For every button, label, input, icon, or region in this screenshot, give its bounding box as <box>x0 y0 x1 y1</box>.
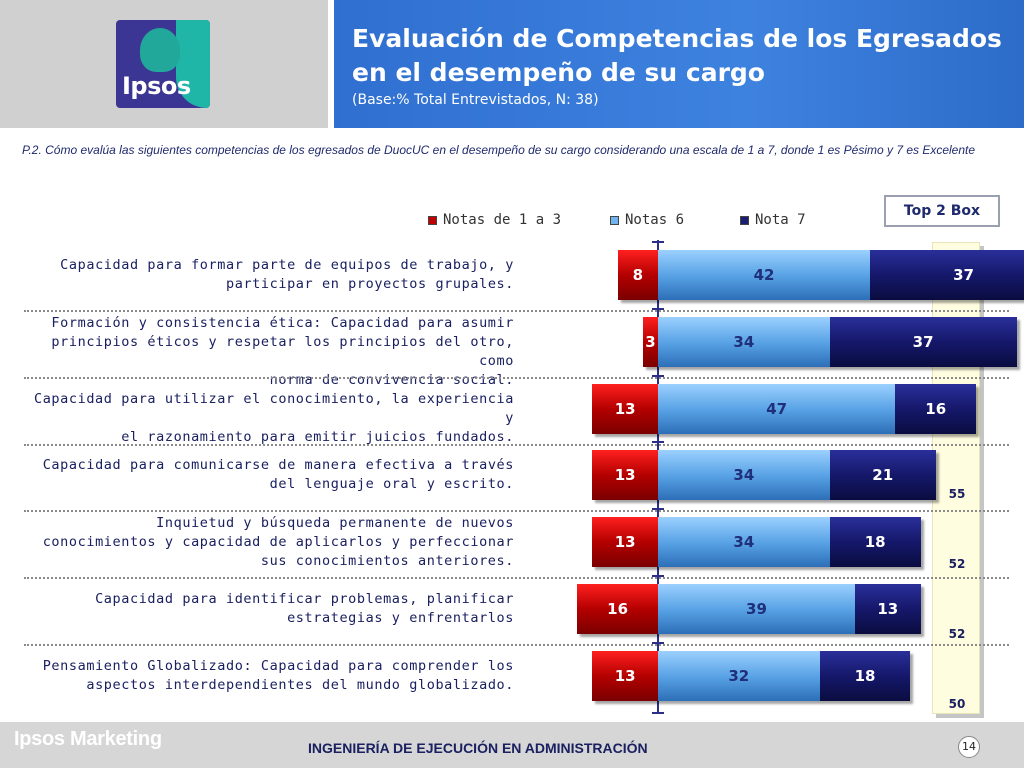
category-label-line: Inquietud y búsqueda permanente de nuevo… <box>156 514 514 531</box>
category-label-line: Capacidad para formar parte de equipos d… <box>60 257 514 273</box>
category-label: Capacidad para identificar problemas, pl… <box>30 590 514 628</box>
category-label-line: aspectos interdependientes del mundo glo… <box>86 677 514 693</box>
category-label-line: estrategias y enfrentarlos <box>287 610 514 626</box>
row-separator <box>24 644 1009 646</box>
logo-head-icon <box>140 28 180 72</box>
row-separator <box>24 444 1009 446</box>
page-number: 14 <box>958 736 980 758</box>
top2box-header: Top 2 Box <box>884 195 1000 227</box>
bar-segment-seven: 18 <box>819 651 911 701</box>
row-separator <box>24 310 1009 312</box>
axis-tick <box>652 575 664 577</box>
bar-segment-low: 13 <box>592 651 658 701</box>
legend-label: Nota 7 <box>755 212 806 228</box>
legend-label: Notas 6 <box>625 212 685 228</box>
legend-swatch <box>610 215 619 225</box>
category-label: Formación y consistencia ética: Capacida… <box>30 314 514 390</box>
bar-segment-seven: 21 <box>829 450 936 500</box>
bar-segment-six: 34 <box>657 450 830 500</box>
category-label-line: del lenguaje oral y escrito. <box>269 476 514 492</box>
bar-segment-low: 13 <box>592 450 658 500</box>
legend-swatch <box>740 215 749 225</box>
header-logo-panel: Ipsos <box>0 0 328 128</box>
axis-tick <box>652 642 664 644</box>
category-label-line: Pensamiento Globalizado: Capacidad para … <box>42 658 514 674</box>
axis-tick <box>652 375 664 377</box>
top2box-value: 50 <box>948 697 966 711</box>
page-title-line1: Evaluación de Competencias de los Egresa… <box>352 24 1002 53</box>
bar-segment-six: 34 <box>657 317 830 367</box>
legend-label: Notas de 1 a 3 <box>443 212 562 228</box>
category-label-line: Capacidad para utilizar el conocimiento,… <box>33 391 514 426</box>
axis-tick <box>652 441 664 443</box>
header-title-panel: Evaluación de Competencias de los Egresa… <box>334 0 1024 128</box>
bar-segment-low: 3 <box>642 317 658 367</box>
bar-segment-six: 39 <box>657 584 855 634</box>
category-label-line: participar en proyectos grupales. <box>225 276 514 292</box>
category-label-line: el razonamiento para emitir juicios fund… <box>121 429 514 445</box>
bar-segment-seven: 37 <box>829 317 1017 367</box>
bar-segment-six: 42 <box>657 250 871 300</box>
bar-segment-seven: 37 <box>870 250 1024 300</box>
category-label: Capacidad para formar parte de equipos d… <box>30 256 514 294</box>
legend-item: Nota 7 <box>740 212 806 228</box>
category-label-line: conocimientos y capacidad de aplicarlos … <box>42 533 514 550</box>
stacked-bar: 3 34 37 <box>642 317 1017 367</box>
bar-segment-seven: 16 <box>895 384 977 434</box>
footer-brand: Ipsos Marketing <box>14 728 162 750</box>
category-label-line: norma de convivencia social. <box>269 371 514 388</box>
category-label-line: principios éticos y respetar los princip… <box>51 333 514 369</box>
bar-segment-six: 47 <box>657 384 896 434</box>
stacked-bar: 13 47 16 <box>592 384 977 434</box>
axis-tick <box>652 508 664 510</box>
category-label-line: Formación y consistencia ética: Capacida… <box>51 314 514 331</box>
bar-segment-low: 8 <box>617 250 658 300</box>
page-subtitle: (Base:% Total Entrevistados, N: 38) <box>352 92 599 108</box>
axis-tick <box>652 712 664 714</box>
footer: Ipsos Marketing INGENIERÍA DE EJECUCIÓN … <box>0 722 1024 768</box>
bar-segment-low: 13 <box>592 384 658 434</box>
legend-item: Notas 6 <box>610 212 684 228</box>
bar-segment-low: 13 <box>592 517 658 567</box>
axis-tick <box>652 308 664 310</box>
top2box-value: 52 <box>948 557 966 571</box>
bar-segment-seven: 18 <box>829 517 921 567</box>
axis-tick <box>652 241 664 243</box>
category-label-line: Capacidad para comunicarse de manera efe… <box>42 457 514 473</box>
row-separator <box>24 510 1009 512</box>
bar-segment-seven: 13 <box>854 584 921 634</box>
stacked-bar: 8 42 37 <box>617 250 1024 300</box>
stacked-bar: 13 34 21 <box>592 450 936 500</box>
logo-accent <box>176 20 210 108</box>
category-label: Capacidad para comunicarse de manera efe… <box>30 456 514 494</box>
category-label: Pensamiento Globalizado: Capacidad para … <box>30 657 514 695</box>
legend-item: Notas de 1 a 3 <box>428 212 561 228</box>
top2box-value: 52 <box>948 627 966 641</box>
category-label: Inquietud y búsqueda permanente de nuevo… <box>30 514 514 571</box>
logo-text: Ipsos <box>122 72 191 100</box>
row-separator <box>24 577 1009 579</box>
footer-program: INGENIERÍA DE EJECUCIÓN EN ADMINISTRACIÓ… <box>308 740 648 756</box>
stacked-bar: 13 32 18 <box>592 651 911 701</box>
top2box-value: 55 <box>948 487 966 501</box>
category-label-line: sus conocimientos anteriores. <box>260 552 514 569</box>
stacked-bar: 13 34 18 <box>592 517 921 567</box>
bar-segment-low: 16 <box>577 584 658 634</box>
bar-segment-six: 32 <box>657 651 820 701</box>
page-title-line2: en el desempeño de su cargo <box>352 58 765 87</box>
ipsos-logo: Ipsos <box>116 20 210 108</box>
category-label: Capacidad para utilizar el conocimiento,… <box>30 390 514 447</box>
survey-question: P.2. Cómo evalúa las siguientes competen… <box>22 143 976 157</box>
row-separator <box>24 377 1009 379</box>
bar-segment-six: 34 <box>657 517 830 567</box>
legend-swatch <box>428 215 437 225</box>
stacked-bar: 16 39 13 <box>577 584 921 634</box>
category-label-line: Capacidad para identificar problemas, pl… <box>95 591 514 607</box>
